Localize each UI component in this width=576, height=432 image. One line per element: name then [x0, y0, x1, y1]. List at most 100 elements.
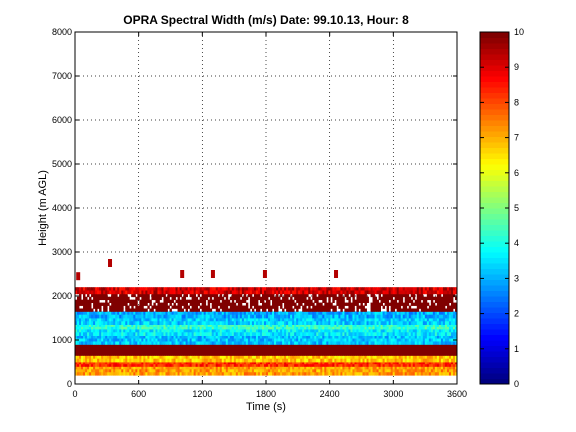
- heatmap-cell: [300, 341, 303, 345]
- heatmap-cell: [89, 349, 92, 354]
- heatmap-cell: [111, 302, 114, 306]
- heatmap-cell: [229, 364, 233, 367]
- heatmap-cell: [406, 326, 410, 330]
- heatmap-cell: [111, 338, 114, 342]
- heatmap-cell: [434, 355, 438, 360]
- heatmap-cell: [137, 332, 140, 336]
- heatmap-cell: [249, 362, 253, 365]
- heatmap-cell: [165, 326, 168, 330]
- heatmap-cell: [422, 321, 426, 325]
- heatmap-cell: [340, 355, 343, 360]
- heatmap-cell: [135, 362, 138, 365]
- heatmap-cell: [412, 372, 416, 376]
- heatmap-cell: [282, 321, 285, 325]
- heatmap-cell: [398, 358, 402, 363]
- heatmap-cell: [245, 372, 249, 376]
- heatmap-cell: [412, 318, 416, 322]
- heatmap-cell: [163, 362, 166, 365]
- heatmap-cell: [356, 311, 359, 316]
- heatmap-cell: [268, 332, 271, 336]
- heatmap-cell: [195, 352, 199, 356]
- heatmap-cell: [171, 311, 174, 316]
- heatmap-cell: [298, 305, 301, 309]
- heatmap-cell: [137, 311, 140, 316]
- heatmap-cell: [245, 296, 249, 301]
- heatmap-cell: [213, 344, 217, 348]
- heatmap-cell: [324, 299, 327, 303]
- heatmap-cell: [338, 302, 341, 306]
- heatmap-cell: [201, 332, 205, 336]
- heatmap-cell: [302, 296, 305, 301]
- heatmap-cell: [155, 326, 158, 330]
- heatmap-cell: [276, 349, 279, 354]
- heatmap-cell: [278, 318, 281, 322]
- heatmap-cell: [175, 321, 178, 325]
- heatmap-cell: [392, 321, 396, 325]
- heatmap-cell: [99, 364, 102, 367]
- heatmap-cell: [448, 321, 452, 325]
- heatmap-cell: [388, 344, 392, 348]
- heatmap-cell: [446, 302, 450, 306]
- heatmap-cell: [175, 324, 178, 328]
- heatmap-cell: [316, 314, 319, 319]
- heatmap-cell: [197, 347, 201, 351]
- heatmap-cell: [334, 296, 337, 301]
- heatmap-cell: [430, 369, 434, 373]
- heatmap-cell: [145, 364, 148, 367]
- heatmap-cell: [135, 355, 138, 360]
- heatmap-cell: [157, 341, 160, 345]
- heatmap-cell: [392, 324, 396, 328]
- heatmap-cell: [199, 366, 203, 370]
- heatmap-cell: [382, 347, 386, 351]
- heatmap-cell: [432, 366, 436, 370]
- heatmap-cell: [117, 296, 120, 301]
- heatmap-cell: [261, 347, 265, 351]
- heatmap-cell: [380, 314, 384, 319]
- heatmap-cell: [255, 302, 259, 306]
- heatmap-cell: [432, 302, 436, 306]
- heatmap-cell: [306, 332, 309, 336]
- heatmap-cell: [438, 299, 442, 303]
- heatmap-cell: [386, 347, 390, 351]
- heatmap-cell: [396, 302, 400, 306]
- heatmap-cell: [356, 296, 359, 301]
- heatmap-cell: [149, 302, 152, 306]
- heatmap-cell: [334, 344, 337, 348]
- heatmap-cell: [247, 364, 251, 367]
- heatmap-cell: [350, 321, 353, 325]
- heatmap-cell: [386, 338, 390, 342]
- heatmap-cell: [418, 302, 422, 306]
- heatmap-cell: [274, 296, 277, 301]
- heatmap-cell: [227, 318, 231, 322]
- heatmap-cell: [376, 358, 379, 363]
- heatmap-cell: [145, 332, 148, 336]
- heatmap-cell: [255, 305, 259, 309]
- heatmap-cell: [432, 369, 436, 373]
- heatmap-cell: [380, 332, 384, 336]
- heatmap-cell: [400, 302, 404, 306]
- heatmap-cell: [103, 362, 106, 365]
- heatmap-cell: [404, 326, 408, 330]
- heatmap-cell: [179, 302, 182, 306]
- heatmap-cell: [205, 308, 209, 312]
- heatmap-cell: [362, 324, 365, 328]
- heatmap-cell: [111, 318, 114, 322]
- heatmap-cell: [372, 366, 375, 370]
- heatmap-cell: [175, 369, 178, 373]
- heatmap-cell: [336, 332, 339, 336]
- heatmap-cell: [344, 314, 347, 319]
- heatmap-cell: [294, 355, 297, 360]
- heatmap-cell: [414, 302, 418, 306]
- heatmap-cell: [302, 341, 305, 345]
- heatmap-cell: [151, 355, 154, 360]
- heatmap-cell: [424, 335, 428, 339]
- heatmap-cell: [324, 358, 327, 363]
- heatmap-cell: [137, 318, 140, 322]
- heatmap-cell: [87, 293, 90, 298]
- heatmap-cell: [165, 366, 168, 370]
- heatmap-cell: [253, 296, 257, 301]
- heatmap-cell: [185, 341, 188, 345]
- heatmap-cell: [432, 318, 436, 322]
- heatmap-cell: [95, 335, 98, 339]
- heatmap-cell: [380, 369, 384, 373]
